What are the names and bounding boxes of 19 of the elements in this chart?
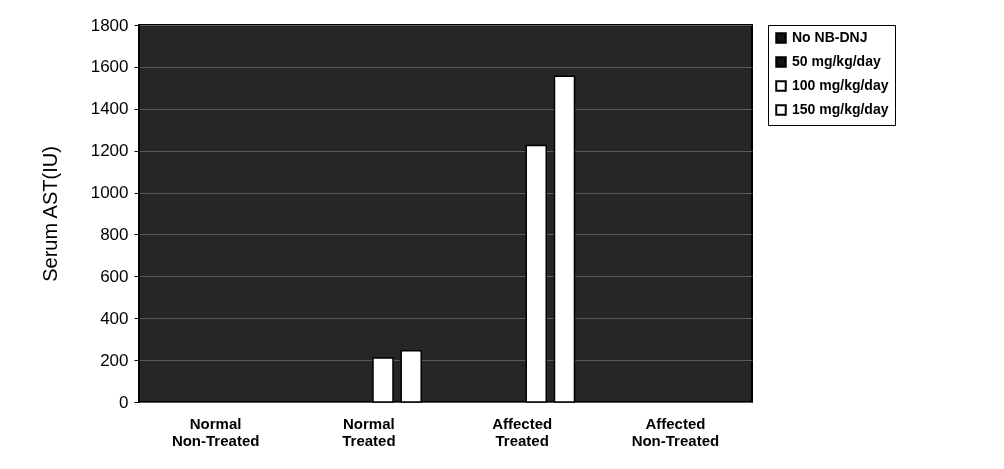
x-tick-label: Affected Treated bbox=[492, 414, 553, 449]
legend-label: No NB-DNJ bbox=[792, 29, 868, 45]
y-tick-label: 0 bbox=[119, 392, 129, 412]
y-tick-label: 1800 bbox=[90, 15, 129, 35]
y-tick-label: 1000 bbox=[90, 183, 129, 203]
legend-label: 50 mg/kg/day bbox=[792, 53, 881, 69]
y-tick-label: 600 bbox=[100, 266, 129, 286]
y-tick-label: 1200 bbox=[90, 141, 129, 161]
y-tick-label: 1400 bbox=[90, 99, 129, 119]
y-tick-label: 200 bbox=[100, 350, 129, 370]
y-axis-title: Serum AST(IU) bbox=[38, 146, 61, 282]
x-tick-label: Normal Treated bbox=[342, 414, 396, 449]
y-tick-label: 1600 bbox=[90, 57, 129, 77]
y-tick-label: 800 bbox=[100, 224, 129, 244]
x-tick-label: Normal Non-Treated bbox=[171, 414, 260, 449]
x-tick-label: Affected Non-Treated bbox=[631, 414, 720, 449]
legend-label: 150 mg/kg/day bbox=[792, 101, 889, 117]
legend-label: 100 mg/kg/day bbox=[792, 77, 889, 93]
y-tick-label: 400 bbox=[100, 308, 129, 328]
